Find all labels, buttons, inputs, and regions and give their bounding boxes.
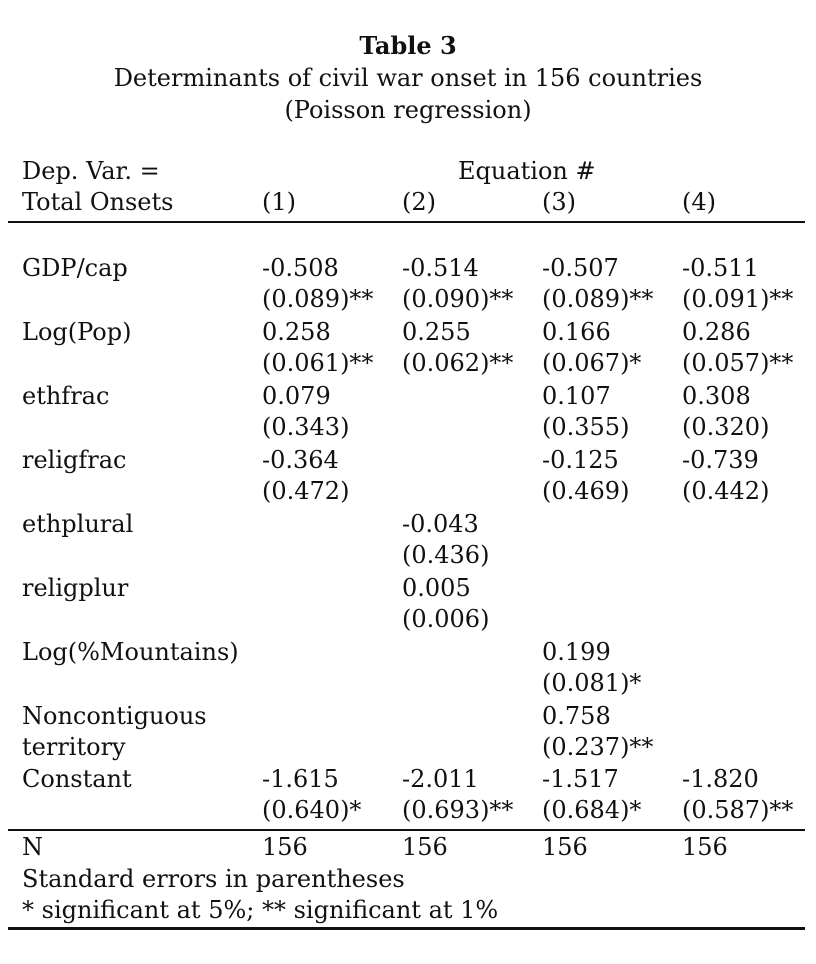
observations-value: 156 bbox=[402, 833, 448, 861]
table-row: religfrac -0.364 (0.472) -0.125 (0.469) -0… bbox=[8, 445, 805, 509]
table-title-block: Table 3 Determinants of civil war onset … bbox=[0, 30, 816, 126]
table-method: (Poisson regression) bbox=[284, 96, 532, 124]
coef-cell: -1.517 (0.684)* bbox=[542, 765, 642, 824]
row-label: ethfrac bbox=[22, 382, 110, 410]
table-row: Log(%Mountains) 0.199 (0.081)* bbox=[8, 637, 805, 701]
table-header: Dep. Var. = Total Onsets Equation # (1) … bbox=[8, 155, 805, 223]
coef-cell: -0.507 (0.089)** bbox=[542, 254, 654, 313]
row-label: GDP/cap bbox=[22, 254, 128, 282]
significance-note: * significant at 5%; ** significant at 1… bbox=[22, 896, 499, 924]
coef-cell: 0.255 (0.062)** bbox=[402, 318, 514, 377]
coef-cell: 0.005 (0.006) bbox=[402, 574, 490, 633]
row-label: ethplural bbox=[22, 510, 134, 538]
table-row: GDP/cap -0.508 (0.089)** -0.514 (0.090)** … bbox=[8, 253, 805, 317]
coef-cell: -0.514 (0.090)** bbox=[402, 254, 514, 313]
row-label: Log(Pop) bbox=[22, 318, 132, 346]
table-row: ethplural -0.043 (0.436) bbox=[8, 509, 805, 573]
table-footer: N 156 156 156 156 Standard errors in par… bbox=[8, 829, 805, 930]
coef-cell: -0.508 (0.089)** bbox=[262, 254, 374, 313]
column-header-2: (2) bbox=[402, 188, 436, 216]
row-label: Constant bbox=[22, 765, 132, 793]
dependent-variable-label: Dep. Var. = bbox=[22, 157, 160, 185]
observations-value: 156 bbox=[682, 833, 728, 861]
coef-cell: -2.011 (0.693)** bbox=[402, 765, 514, 824]
row-label: Log(%Mountains) bbox=[22, 638, 239, 666]
coef-cell: -0.125 (0.469) bbox=[542, 446, 630, 505]
table-body: GDP/cap -0.508 (0.089)** -0.514 (0.090)** … bbox=[8, 223, 805, 829]
table-row: Constant -1.615 (0.640)* -2.011 (0.693)** … bbox=[8, 764, 805, 828]
coef-cell: 0.258 (0.061)** bbox=[262, 318, 374, 377]
column-header-1: (1) bbox=[262, 188, 296, 216]
table-row: Noncontiguous territory 0.758 (0.237)** bbox=[8, 701, 805, 765]
table-title: Table 3 bbox=[359, 31, 457, 60]
equation-header: Equation # bbox=[458, 157, 596, 185]
row-label: Noncontiguous territory bbox=[22, 702, 207, 761]
coef-cell: 0.166 (0.067)* bbox=[542, 318, 642, 377]
coef-cell: -0.511 (0.091)** bbox=[682, 254, 794, 313]
coef-cell: -0.364 (0.472) bbox=[262, 446, 350, 505]
table-row: Log(Pop) 0.258 (0.061)** 0.255 (0.062)** 0… bbox=[8, 317, 805, 381]
row-label: religplur bbox=[22, 574, 129, 602]
table-subtitle: Determinants of civil war onset in 156 c… bbox=[113, 64, 703, 92]
observations-label: N bbox=[22, 833, 43, 861]
column-header-4: (4) bbox=[682, 188, 716, 216]
coef-cell: 0.758 (0.237)** bbox=[542, 702, 654, 761]
dependent-variable-name: Total Onsets bbox=[22, 188, 174, 216]
coef-cell: -0.043 (0.436) bbox=[402, 510, 490, 569]
row-label: religfrac bbox=[22, 446, 127, 474]
coef-cell: -1.820 (0.587)** bbox=[682, 765, 794, 824]
table-row: ethfrac 0.079 (0.343) 0.107 (0.355) 0.308(… bbox=[8, 381, 805, 445]
column-header-3: (3) bbox=[542, 188, 576, 216]
coef-cell: 0.199 (0.081)* bbox=[542, 638, 642, 697]
table-row: religplur 0.005 (0.006) bbox=[8, 573, 805, 637]
coef-cell: 0.308 (0.320) bbox=[682, 382, 770, 441]
coef-cell: 0.286 (0.057)** bbox=[682, 318, 794, 377]
coef-cell: -1.615 (0.640)* bbox=[262, 765, 362, 824]
observations-value: 156 bbox=[262, 833, 308, 861]
coef-cell: 0.079 (0.343) bbox=[262, 382, 350, 441]
observations-value: 156 bbox=[542, 833, 588, 861]
standard-error-note: Standard errors in parentheses bbox=[22, 865, 405, 893]
regression-table: Dep. Var. = Total Onsets Equation # (1) … bbox=[8, 155, 805, 930]
coef-cell: -0.739 (0.442) bbox=[682, 446, 770, 505]
coef-cell: 0.107 (0.355) bbox=[542, 382, 630, 441]
